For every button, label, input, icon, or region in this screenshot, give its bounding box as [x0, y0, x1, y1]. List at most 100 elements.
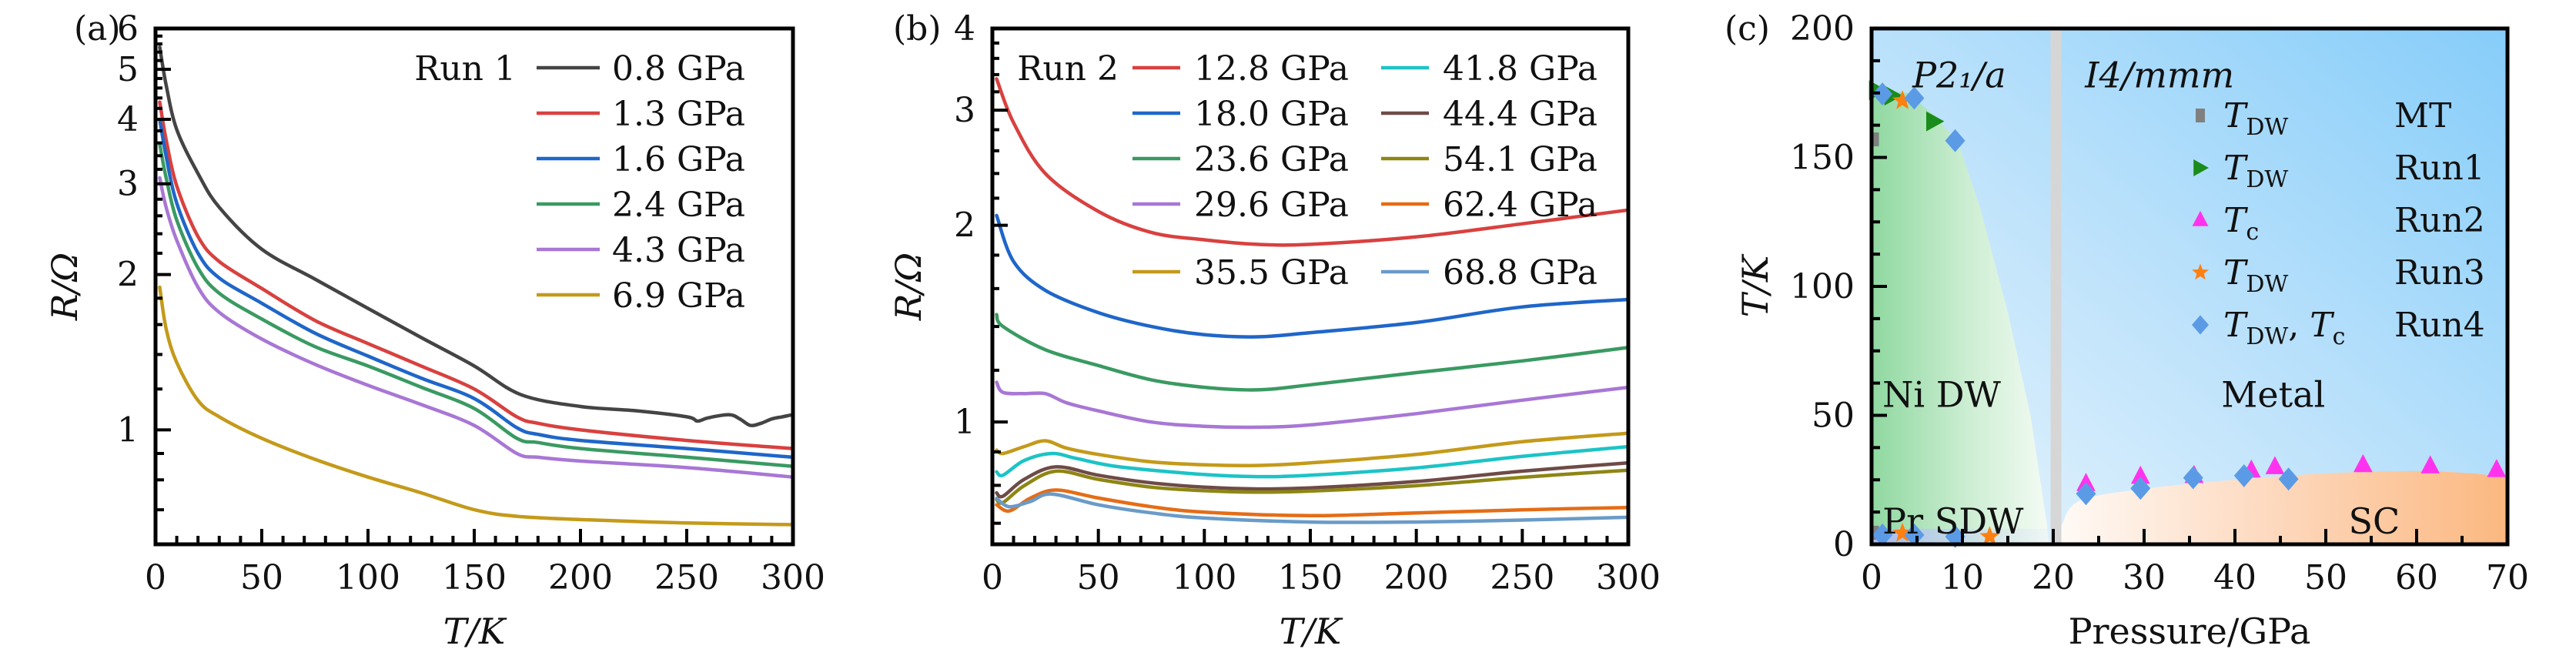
- legend-symbol: TDW: [2223, 149, 2288, 193]
- legend-symbol-sub: DW: [2246, 114, 2288, 141]
- y-tick-label: 3: [954, 91, 975, 130]
- panel-c: (c) 0 10 20 30 40 50 60 70 0 50 100 150 200 P2₁/a I4/…: [1725, 9, 2529, 652]
- data-point-run4: [2130, 477, 2151, 500]
- data-point-run2: [2487, 459, 2507, 477]
- series-line-18.0-gpa: [995, 213, 1631, 339]
- legend-marker-run1: [2193, 159, 2209, 176]
- y-tick-label: 1: [117, 410, 139, 450]
- legend-symbol-main: T: [2223, 96, 2249, 135]
- dw-region: [1872, 90, 2049, 544]
- legend-label: 1.6 GPa: [612, 140, 745, 179]
- y-tick-label: 3: [117, 165, 139, 204]
- legend-run-label: Run1: [2394, 149, 2485, 188]
- region-label: Metal: [2221, 374, 2325, 416]
- panel-b-curves: [995, 77, 1631, 524]
- data-point-run4: [2233, 463, 2254, 487]
- panel-b-ylabel: R/Ω: [888, 253, 929, 321]
- legend-symbol-main: T: [2223, 149, 2249, 188]
- x-tick-label: 300: [1596, 558, 1661, 597]
- x-tick-label: 30: [2123, 558, 2166, 597]
- data-point-run2: [2130, 465, 2150, 484]
- panel-a-xlabel: T/K: [443, 610, 507, 652]
- y-tick-label: 5: [117, 50, 139, 89]
- region-label: SC: [2349, 500, 2400, 542]
- structural-transition-line: [2050, 28, 2062, 544]
- legend-label: 12.8 GPa: [1194, 49, 1349, 89]
- x-tick-label: 200: [548, 558, 613, 597]
- x-tick-label: 50: [240, 558, 283, 597]
- legend-label: 23.6 GPa: [1194, 140, 1349, 179]
- legend-label: 35.5 GPa: [1194, 253, 1349, 293]
- legend-title: Run 2: [1017, 49, 1119, 89]
- legend-label: 54.1 GPa: [1443, 140, 1597, 179]
- series-line-12.8-gpa: [995, 77, 1631, 247]
- y-tick-label: 2: [954, 206, 975, 246]
- x-tick-label: 250: [654, 558, 719, 597]
- panel-c-axes: 0 10 20 30 40 50 60 70 0 50 100 150 200: [1790, 9, 2529, 597]
- x-tick-label: 50: [1077, 558, 1120, 597]
- legend-symbol-sub: c: [2246, 219, 2259, 246]
- legend-marker-run2: [2192, 210, 2209, 226]
- panel-c-ylabel: T/K: [1735, 253, 1776, 317]
- panel-b-xlabel: T/K: [1280, 610, 1343, 652]
- legend-label: 68.8 GPa: [1443, 253, 1597, 293]
- data-point-run4: [1872, 523, 1893, 547]
- legend-run-label: MT: [2394, 96, 2451, 135]
- series-line-54.1-gpa: [995, 468, 1631, 505]
- data-point-run3: [1979, 526, 2000, 545]
- x-tick-label: 250: [1490, 558, 1554, 597]
- series-line-6.9-gpa: [158, 285, 795, 527]
- data-point-run2: [2354, 453, 2373, 473]
- data-point-run4: [2278, 467, 2299, 491]
- y-tick-label: 4: [117, 100, 139, 139]
- panel-a-curves: [158, 45, 795, 527]
- x-tick-label: 10: [1941, 558, 1984, 597]
- legend-symbol: TDW: [2223, 96, 2288, 141]
- panel-c-phase-regions: [1872, 28, 2507, 544]
- x-tick-label: 70: [2486, 558, 2529, 597]
- x-tick-label: 300: [761, 558, 825, 597]
- panel-c-xlabel: Pressure/GPa: [2069, 610, 2311, 652]
- y-tick-label: 100: [1790, 267, 1855, 306]
- y-tick-label: 1: [954, 403, 975, 442]
- data-point-run4: [1945, 129, 1965, 152]
- x-tick-label: 0: [145, 558, 166, 597]
- x-tick-label: 150: [1278, 558, 1343, 597]
- legend-label: 44.4 GPa: [1443, 95, 1597, 134]
- data-point-run1: [1926, 111, 1945, 132]
- y-tick-label: 200: [1790, 9, 1855, 49]
- data-point-run4: [1945, 525, 1965, 548]
- x-tick-label: 100: [1172, 558, 1236, 597]
- legend-label: 29.6 GPa: [1194, 186, 1349, 225]
- y-tick-label: 4: [954, 9, 975, 49]
- panel-a-axes: 0 50 100 150 200 250 300 1 2 3 4 56: [117, 9, 825, 597]
- data-point-run3: [1892, 90, 1913, 109]
- y-tick-label: 6: [117, 9, 139, 49]
- legend-label: 0.8 GPa: [612, 49, 745, 89]
- data-point-run2: [2420, 455, 2441, 473]
- panel-a-legend: Run 1 0.8 GPa 1.3 GPa 1.6 GPa 2.4 GPa 4.3 GPa…: [414, 49, 745, 316]
- legend-marker-mt: [2196, 109, 2205, 122]
- y-tick-label: 2: [117, 256, 139, 295]
- legend-symbol-main: T: [2310, 306, 2335, 345]
- y-tick-label: 50: [1812, 396, 1855, 436]
- series-line-35.5-gpa: [995, 431, 1631, 468]
- x-tick-label: 60: [2395, 558, 2438, 597]
- series-line-2.4-gpa: [158, 142, 795, 468]
- x-tick-label: 200: [1384, 558, 1449, 597]
- series-line-1.6-gpa: [158, 117, 795, 460]
- series-line-1.3-gpa: [158, 100, 795, 450]
- data-point-run2: [2265, 456, 2285, 474]
- legend-label: 6.9 GPa: [612, 276, 745, 316]
- legend-label: 18.0 GPa: [1194, 95, 1349, 134]
- legend-symbol-sub: DW: [2246, 323, 2288, 350]
- legend-symbol-sub: DW: [2246, 166, 2288, 193]
- panel-b-axes: 0 50 100 150 200 250 300 1 2 3 4: [954, 9, 1661, 597]
- series-line-4.3-gpa: [158, 176, 795, 479]
- data-point-run4: [1872, 82, 1893, 106]
- data-point-run4: [2183, 466, 2203, 490]
- legend-symbol-main: T: [2223, 201, 2249, 240]
- series-line-62.4-gpa: [995, 488, 1631, 518]
- panel-c-label: (c): [1725, 9, 1770, 49]
